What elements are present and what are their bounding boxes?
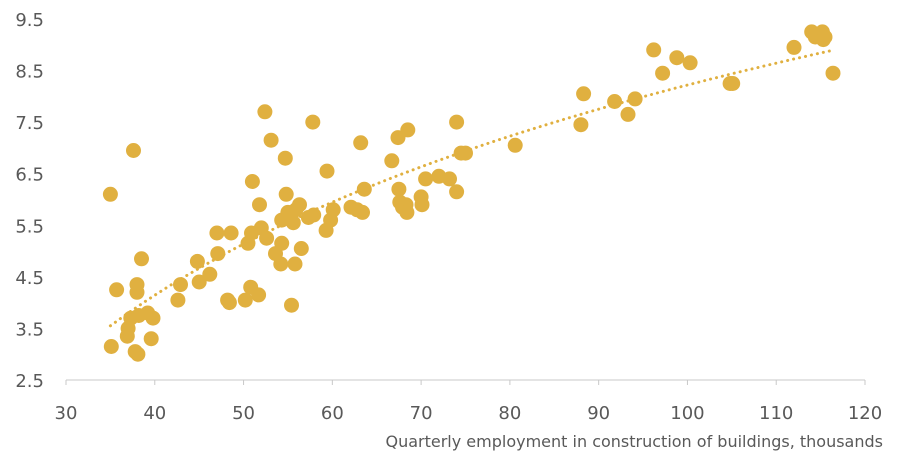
data-point xyxy=(576,86,592,102)
x-tick-label: 50 xyxy=(232,403,255,424)
x-tick-label: 70 xyxy=(410,403,433,424)
data-point xyxy=(134,251,149,267)
data-point xyxy=(292,197,307,213)
data-point xyxy=(145,310,161,326)
x-tick-label: 30 xyxy=(55,403,78,424)
data-point xyxy=(259,230,275,246)
data-point xyxy=(414,197,430,213)
data-points xyxy=(102,24,841,362)
x-tick-label: 110 xyxy=(759,403,793,424)
data-point xyxy=(449,114,465,130)
data-point xyxy=(442,171,457,187)
y-tick-label: 3.5 xyxy=(15,319,44,340)
data-point xyxy=(221,295,237,311)
data-point xyxy=(102,186,118,202)
data-point xyxy=(284,297,299,313)
data-point xyxy=(251,287,267,303)
data-point xyxy=(209,225,225,241)
data-point xyxy=(655,65,671,81)
data-point xyxy=(449,184,465,200)
data-point xyxy=(189,253,205,269)
data-point xyxy=(170,292,186,308)
data-point xyxy=(252,197,267,213)
x-axis-title: Quarterly employment in construction of … xyxy=(385,432,883,451)
x-tick-label: 120 xyxy=(848,403,882,424)
data-point xyxy=(257,104,273,120)
data-point xyxy=(786,39,802,55)
data-point xyxy=(277,150,293,166)
data-point xyxy=(817,29,833,45)
data-point xyxy=(273,256,289,272)
data-point xyxy=(646,42,662,58)
x-tick-label: 90 xyxy=(587,403,610,424)
data-point xyxy=(263,132,279,148)
data-point xyxy=(400,122,416,138)
x-tick-label: 100 xyxy=(670,403,704,424)
data-point xyxy=(210,246,226,262)
data-point xyxy=(103,339,119,354)
data-point xyxy=(306,207,322,223)
data-point xyxy=(202,266,218,282)
data-point xyxy=(244,174,260,189)
x-tick-label: 80 xyxy=(498,403,521,424)
data-point xyxy=(325,202,341,218)
data-point xyxy=(507,137,523,153)
trendline-path xyxy=(108,49,831,328)
data-point xyxy=(356,181,372,197)
y-tick-label: 2.5 xyxy=(15,371,44,392)
y-tick-label: 8.5 xyxy=(15,62,44,83)
y-tick-label: 5.5 xyxy=(15,216,44,237)
data-point xyxy=(669,50,685,66)
data-point xyxy=(274,235,290,251)
data-point xyxy=(287,256,303,272)
data-point xyxy=(458,145,473,161)
data-point xyxy=(418,171,434,187)
y-tick-label: 9.5 xyxy=(15,10,44,31)
data-point xyxy=(223,225,239,241)
y-tick-label: 7.5 xyxy=(15,113,44,134)
data-point xyxy=(620,106,636,122)
data-point xyxy=(353,135,369,151)
data-point xyxy=(627,91,643,107)
y-tick-label: 6.5 xyxy=(15,165,44,186)
data-point xyxy=(573,117,589,133)
data-point xyxy=(109,282,125,298)
data-point xyxy=(191,274,207,290)
data-point xyxy=(682,55,698,71)
data-point xyxy=(384,153,400,169)
data-point xyxy=(126,143,141,158)
y-axis-ticks: 9.5 8.5 7.5 6.5 5.5 4.5 3.5 2.5 xyxy=(15,10,44,392)
data-point xyxy=(725,76,741,91)
data-point xyxy=(319,163,335,179)
data-point xyxy=(355,204,370,220)
data-point xyxy=(173,277,188,293)
data-point xyxy=(391,181,407,197)
x-tick-label: 40 xyxy=(143,403,166,424)
data-point xyxy=(285,215,301,231)
data-point xyxy=(143,331,159,347)
data-point xyxy=(278,186,294,202)
data-point xyxy=(305,114,321,130)
data-point xyxy=(607,94,623,109)
data-point xyxy=(399,204,415,220)
data-point xyxy=(825,65,841,81)
y-tick-label: 4.5 xyxy=(15,268,44,289)
trendline xyxy=(108,49,831,328)
x-tick-label: 60 xyxy=(321,403,344,424)
data-point xyxy=(237,292,253,308)
x-axis-ticks: 30 40 50 60 70 80 90 100 110 120 xyxy=(55,380,882,424)
data-point xyxy=(293,241,309,256)
data-point xyxy=(129,284,145,300)
data-point xyxy=(130,346,146,362)
